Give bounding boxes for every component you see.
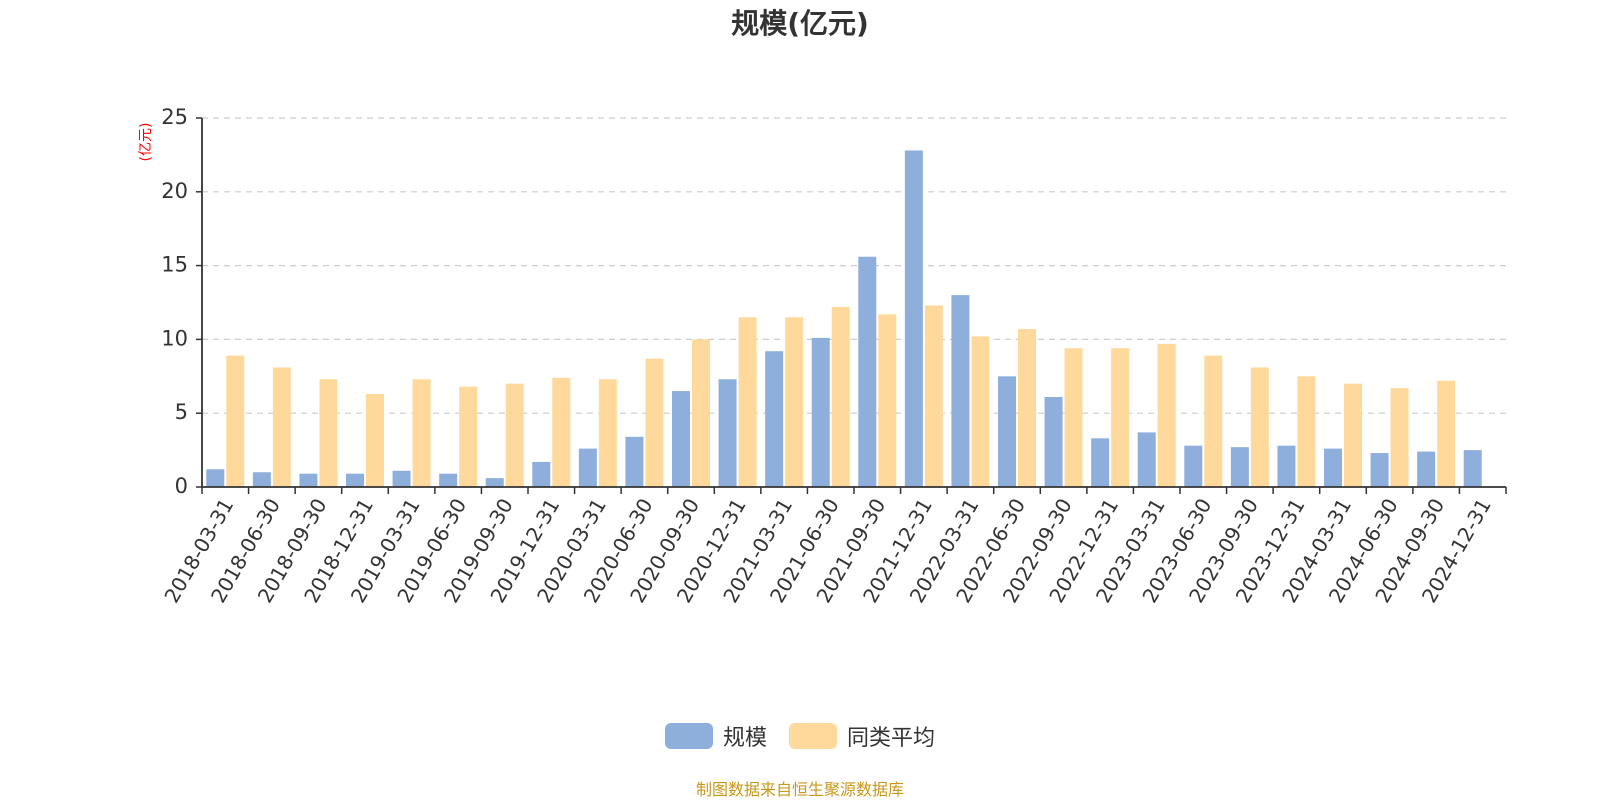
bar-scale[interactable] — [439, 473, 458, 487]
bar-scale[interactable] — [998, 376, 1016, 487]
legend-label-scale: 规模 — [722, 726, 767, 751]
bar-peer-average[interactable] — [552, 377, 571, 487]
bar-scale[interactable] — [718, 379, 737, 487]
bar-peer-average[interactable] — [412, 379, 431, 487]
y-tick-label: 0 — [175, 474, 188, 498]
bar-peer-average[interactable] — [505, 383, 524, 487]
bar-peer-average[interactable] — [319, 379, 338, 487]
bar-scale[interactable] — [206, 469, 225, 487]
bar-scale[interactable] — [904, 150, 923, 488]
legend: 规模 同类平均 — [0, 720, 1600, 752]
bar-peer-average[interactable] — [924, 305, 943, 487]
bar-scale[interactable] — [811, 337, 830, 487]
bar-scale[interactable] — [951, 295, 970, 487]
bar-scale[interactable] — [346, 473, 364, 487]
bar-peer-average[interactable] — [598, 379, 617, 487]
bar-peer-average[interactable] — [1437, 380, 1456, 487]
bar-peer-average[interactable] — [1018, 329, 1036, 487]
bar-peer-average[interactable] — [1111, 348, 1130, 487]
bar-peer-average[interactable] — [1157, 343, 1176, 487]
bar-scale[interactable] — [1417, 451, 1436, 487]
bar-peer-average[interactable] — [692, 339, 710, 487]
bar-scale[interactable] — [1370, 453, 1389, 487]
bar-peer-average[interactable] — [1064, 348, 1083, 487]
bar-peer-average[interactable] — [366, 394, 384, 487]
bar-scale[interactable] — [765, 351, 784, 487]
bars — [206, 150, 1482, 488]
bar-peer-average[interactable] — [1344, 383, 1362, 487]
legend-item-scale[interactable]: 规模 — [664, 720, 767, 752]
bar-scale[interactable] — [532, 461, 551, 487]
bar-scale[interactable] — [299, 473, 318, 487]
bar-peer-average[interactable] — [738, 317, 757, 487]
bar-peer-average[interactable] — [1390, 388, 1409, 487]
bar-peer-average[interactable] — [226, 355, 245, 487]
axes — [201, 118, 1507, 494]
bar-peer-average[interactable] — [831, 306, 850, 487]
bar-scale[interactable] — [1277, 445, 1296, 487]
bar-scale[interactable] — [392, 470, 411, 487]
x-tick-labels: 2018-03-312018-06-302018-09-302018-12-31… — [159, 494, 1495, 607]
bar-scale[interactable] — [252, 472, 271, 487]
bar-peer-average[interactable] — [878, 314, 897, 487]
bar-scale[interactable] — [858, 256, 877, 487]
legend-label-peer-average: 同类平均 — [847, 726, 936, 751]
y-tick-label: 5 — [175, 400, 188, 424]
bar-peer-average[interactable] — [459, 386, 478, 487]
bar-peer-average[interactable] — [785, 317, 804, 487]
bar-scale[interactable] — [672, 391, 690, 487]
bar-peer-average[interactable] — [272, 367, 291, 487]
bar-peer-average[interactable] — [1250, 367, 1269, 487]
bar-peer-average[interactable] — [971, 336, 990, 487]
y-tick-label: 25 — [161, 105, 188, 129]
source-note: 制图数据来自恒生聚源数据库 — [695, 780, 904, 799]
bar-scale[interactable] — [625, 436, 644, 487]
y-tick-label: 15 — [161, 253, 188, 277]
y-tick-label: 10 — [161, 326, 188, 350]
bar-scale[interactable] — [578, 448, 597, 487]
bar-peer-average[interactable] — [1204, 355, 1223, 487]
legend-swatch-peer-average — [789, 723, 837, 749]
bar-scale[interactable] — [1230, 447, 1249, 487]
bar-scale[interactable] — [1184, 445, 1203, 487]
bar-scale[interactable] — [1463, 450, 1482, 487]
bar-scale[interactable] — [1044, 396, 1063, 487]
bar-peer-average[interactable] — [645, 358, 664, 487]
bar-scale[interactable] — [1324, 448, 1342, 487]
legend-item-peer-average[interactable]: 同类平均 — [789, 720, 935, 752]
chart-title: 规模(亿元) — [731, 7, 869, 40]
bar-peer-average[interactable] — [1297, 376, 1316, 487]
y-tick-labels: 0 5 10 15 20 25 — [161, 105, 188, 498]
y-tick-label: 20 — [161, 179, 188, 203]
bar-scale[interactable] — [1091, 438, 1110, 487]
grid-lines — [196, 117, 1506, 488]
legend-swatch-scale — [664, 723, 713, 749]
bar-scale[interactable] — [485, 478, 504, 487]
bar-scale[interactable] — [1137, 432, 1156, 487]
y-axis-title: (亿元) — [138, 123, 154, 162]
